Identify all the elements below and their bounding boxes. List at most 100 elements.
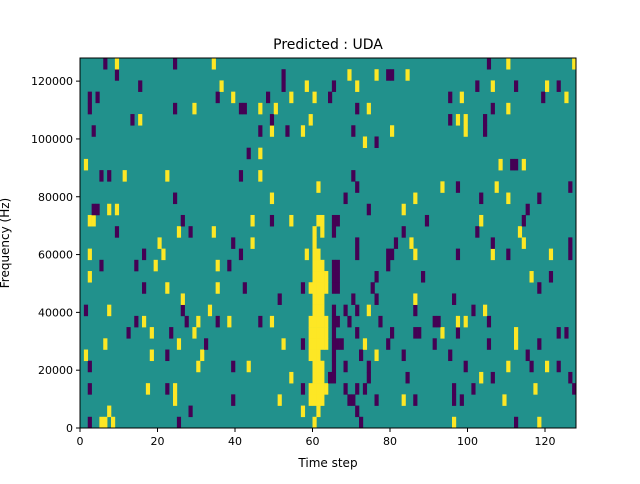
- heatmap-cell-low: [242, 102, 247, 115]
- heatmap-cell-low: [134, 315, 139, 328]
- heatmap-cell-low: [188, 405, 193, 418]
- heatmap-cell-low: [455, 248, 461, 261]
- heatmap-cell-low: [87, 102, 92, 115]
- heatmap-cell-low: [126, 327, 131, 339]
- heatmap-cell-low: [386, 259, 391, 272]
- heatmap-cell-high: [316, 315, 321, 328]
- heatmap-cell-high: [176, 338, 182, 350]
- heatmap-cell-high: [316, 304, 321, 317]
- x-tick-label: 100: [457, 435, 478, 448]
- heatmap-cell-high: [196, 315, 201, 328]
- heatmap-cell-low: [351, 170, 356, 182]
- y-tick-label: 0: [66, 422, 73, 435]
- heatmap-cell-low: [537, 192, 542, 205]
- heatmap-cell-low: [335, 282, 340, 294]
- heatmap-cell-high: [304, 80, 309, 92]
- heatmap-cell-low: [184, 315, 189, 328]
- heatmap-cell-high: [324, 271, 329, 283]
- heatmap-cell-high: [192, 102, 197, 115]
- heatmap-cell-high: [374, 349, 379, 362]
- heatmap-cell-high: [231, 91, 236, 104]
- heatmap-cell-high: [506, 192, 511, 205]
- heatmap-cell-low: [537, 338, 542, 350]
- heatmap-cell-low: [378, 315, 383, 328]
- heatmap-cell-low: [386, 338, 391, 350]
- heatmap-cell-high: [312, 282, 317, 294]
- heatmap-cell-high: [483, 304, 488, 317]
- heatmap-cell-high: [258, 102, 263, 115]
- heatmap-cell-low: [393, 237, 399, 249]
- heatmap-cell-high: [316, 349, 321, 362]
- heatmap-cell-low: [142, 282, 147, 294]
- heatmap-cell-low: [95, 91, 100, 104]
- heatmap-cell-low: [328, 91, 333, 104]
- heatmap-cell-high: [548, 248, 554, 261]
- heatmap-cell-high: [413, 293, 418, 305]
- heatmap-cell-low: [99, 170, 104, 182]
- heatmap-cell-low: [331, 327, 337, 339]
- heatmap-cell-low: [366, 371, 371, 384]
- heatmap-cell-low: [401, 349, 406, 362]
- heatmap-cell-low: [401, 226, 406, 238]
- heatmap-cell-high: [312, 360, 317, 373]
- heatmap-cell-low: [452, 394, 457, 406]
- heatmap-cell-high: [312, 371, 317, 384]
- y-tick-label: 80000: [38, 191, 73, 204]
- heatmap-cell-low: [374, 136, 379, 148]
- heatmap-cell-high: [409, 237, 414, 249]
- heatmap-cell-high: [533, 383, 538, 395]
- heatmap-cell-high: [320, 282, 325, 294]
- heatmap-cell-high: [312, 91, 317, 104]
- heatmap-cell-low: [173, 192, 178, 205]
- heatmap-cell-low: [475, 226, 480, 238]
- heatmap-cell-high: [91, 214, 96, 227]
- heatmap-cell-high: [324, 383, 329, 395]
- heatmap-cell-high: [308, 349, 313, 362]
- heatmap-cell-low: [537, 282, 542, 294]
- heatmap-cell-low: [87, 383, 92, 395]
- heatmap-cell-high: [114, 58, 120, 70]
- heatmap-cell-low: [335, 315, 340, 328]
- heatmap-cell-low: [359, 349, 364, 362]
- heatmap-cell-low: [405, 371, 410, 384]
- heatmap-cell-high: [463, 315, 468, 328]
- heatmap-cell-low: [343, 360, 348, 373]
- heatmap-cell-high: [250, 214, 255, 227]
- heatmap-cell-low: [572, 383, 577, 395]
- heatmap-cell-high: [312, 226, 317, 238]
- heatmap-cell-high: [180, 293, 185, 305]
- heatmap-cell-high: [320, 271, 325, 283]
- heatmap-cell-low: [231, 394, 236, 406]
- heatmap-cell-low: [355, 383, 360, 395]
- heatmap-cell-high: [161, 248, 166, 261]
- heatmap-cell-high: [250, 237, 255, 249]
- heatmap-cell-low: [374, 293, 379, 305]
- y-tick-label: 40000: [38, 306, 73, 319]
- heatmap-cell-high: [281, 338, 286, 350]
- heatmap-cell-low: [331, 259, 337, 272]
- heatmap-cell-low: [87, 91, 92, 104]
- heatmap-cell-high: [479, 214, 484, 227]
- heatmap-cell-low: [269, 214, 275, 227]
- heatmap-cell-low: [413, 327, 418, 339]
- heatmap-cell-high: [312, 416, 317, 429]
- heatmap-cell-high: [316, 338, 321, 350]
- heatmap-cell-low: [483, 125, 488, 137]
- heatmap-cell-low: [452, 383, 457, 395]
- heatmap-cell-high: [514, 338, 519, 350]
- heatmap-cell-low: [490, 102, 495, 115]
- heatmap-cell-low: [448, 91, 453, 104]
- heatmap-cell-high: [215, 282, 220, 294]
- heatmap-cell-high: [165, 282, 170, 294]
- heatmap-cell-high: [211, 226, 216, 238]
- heatmap-cell-low: [300, 282, 306, 294]
- heatmap-cell-low: [258, 125, 263, 137]
- heatmap-cell-low: [463, 360, 468, 373]
- heatmap-cell-high: [173, 383, 178, 395]
- heatmap-cell-high: [347, 69, 352, 81]
- heatmap-cell-high: [273, 102, 278, 115]
- heatmap-cell-high: [308, 338, 313, 350]
- heatmap-cell-low: [331, 315, 337, 328]
- heatmap-cell-high: [200, 349, 205, 362]
- heatmap-cell-high: [440, 327, 445, 339]
